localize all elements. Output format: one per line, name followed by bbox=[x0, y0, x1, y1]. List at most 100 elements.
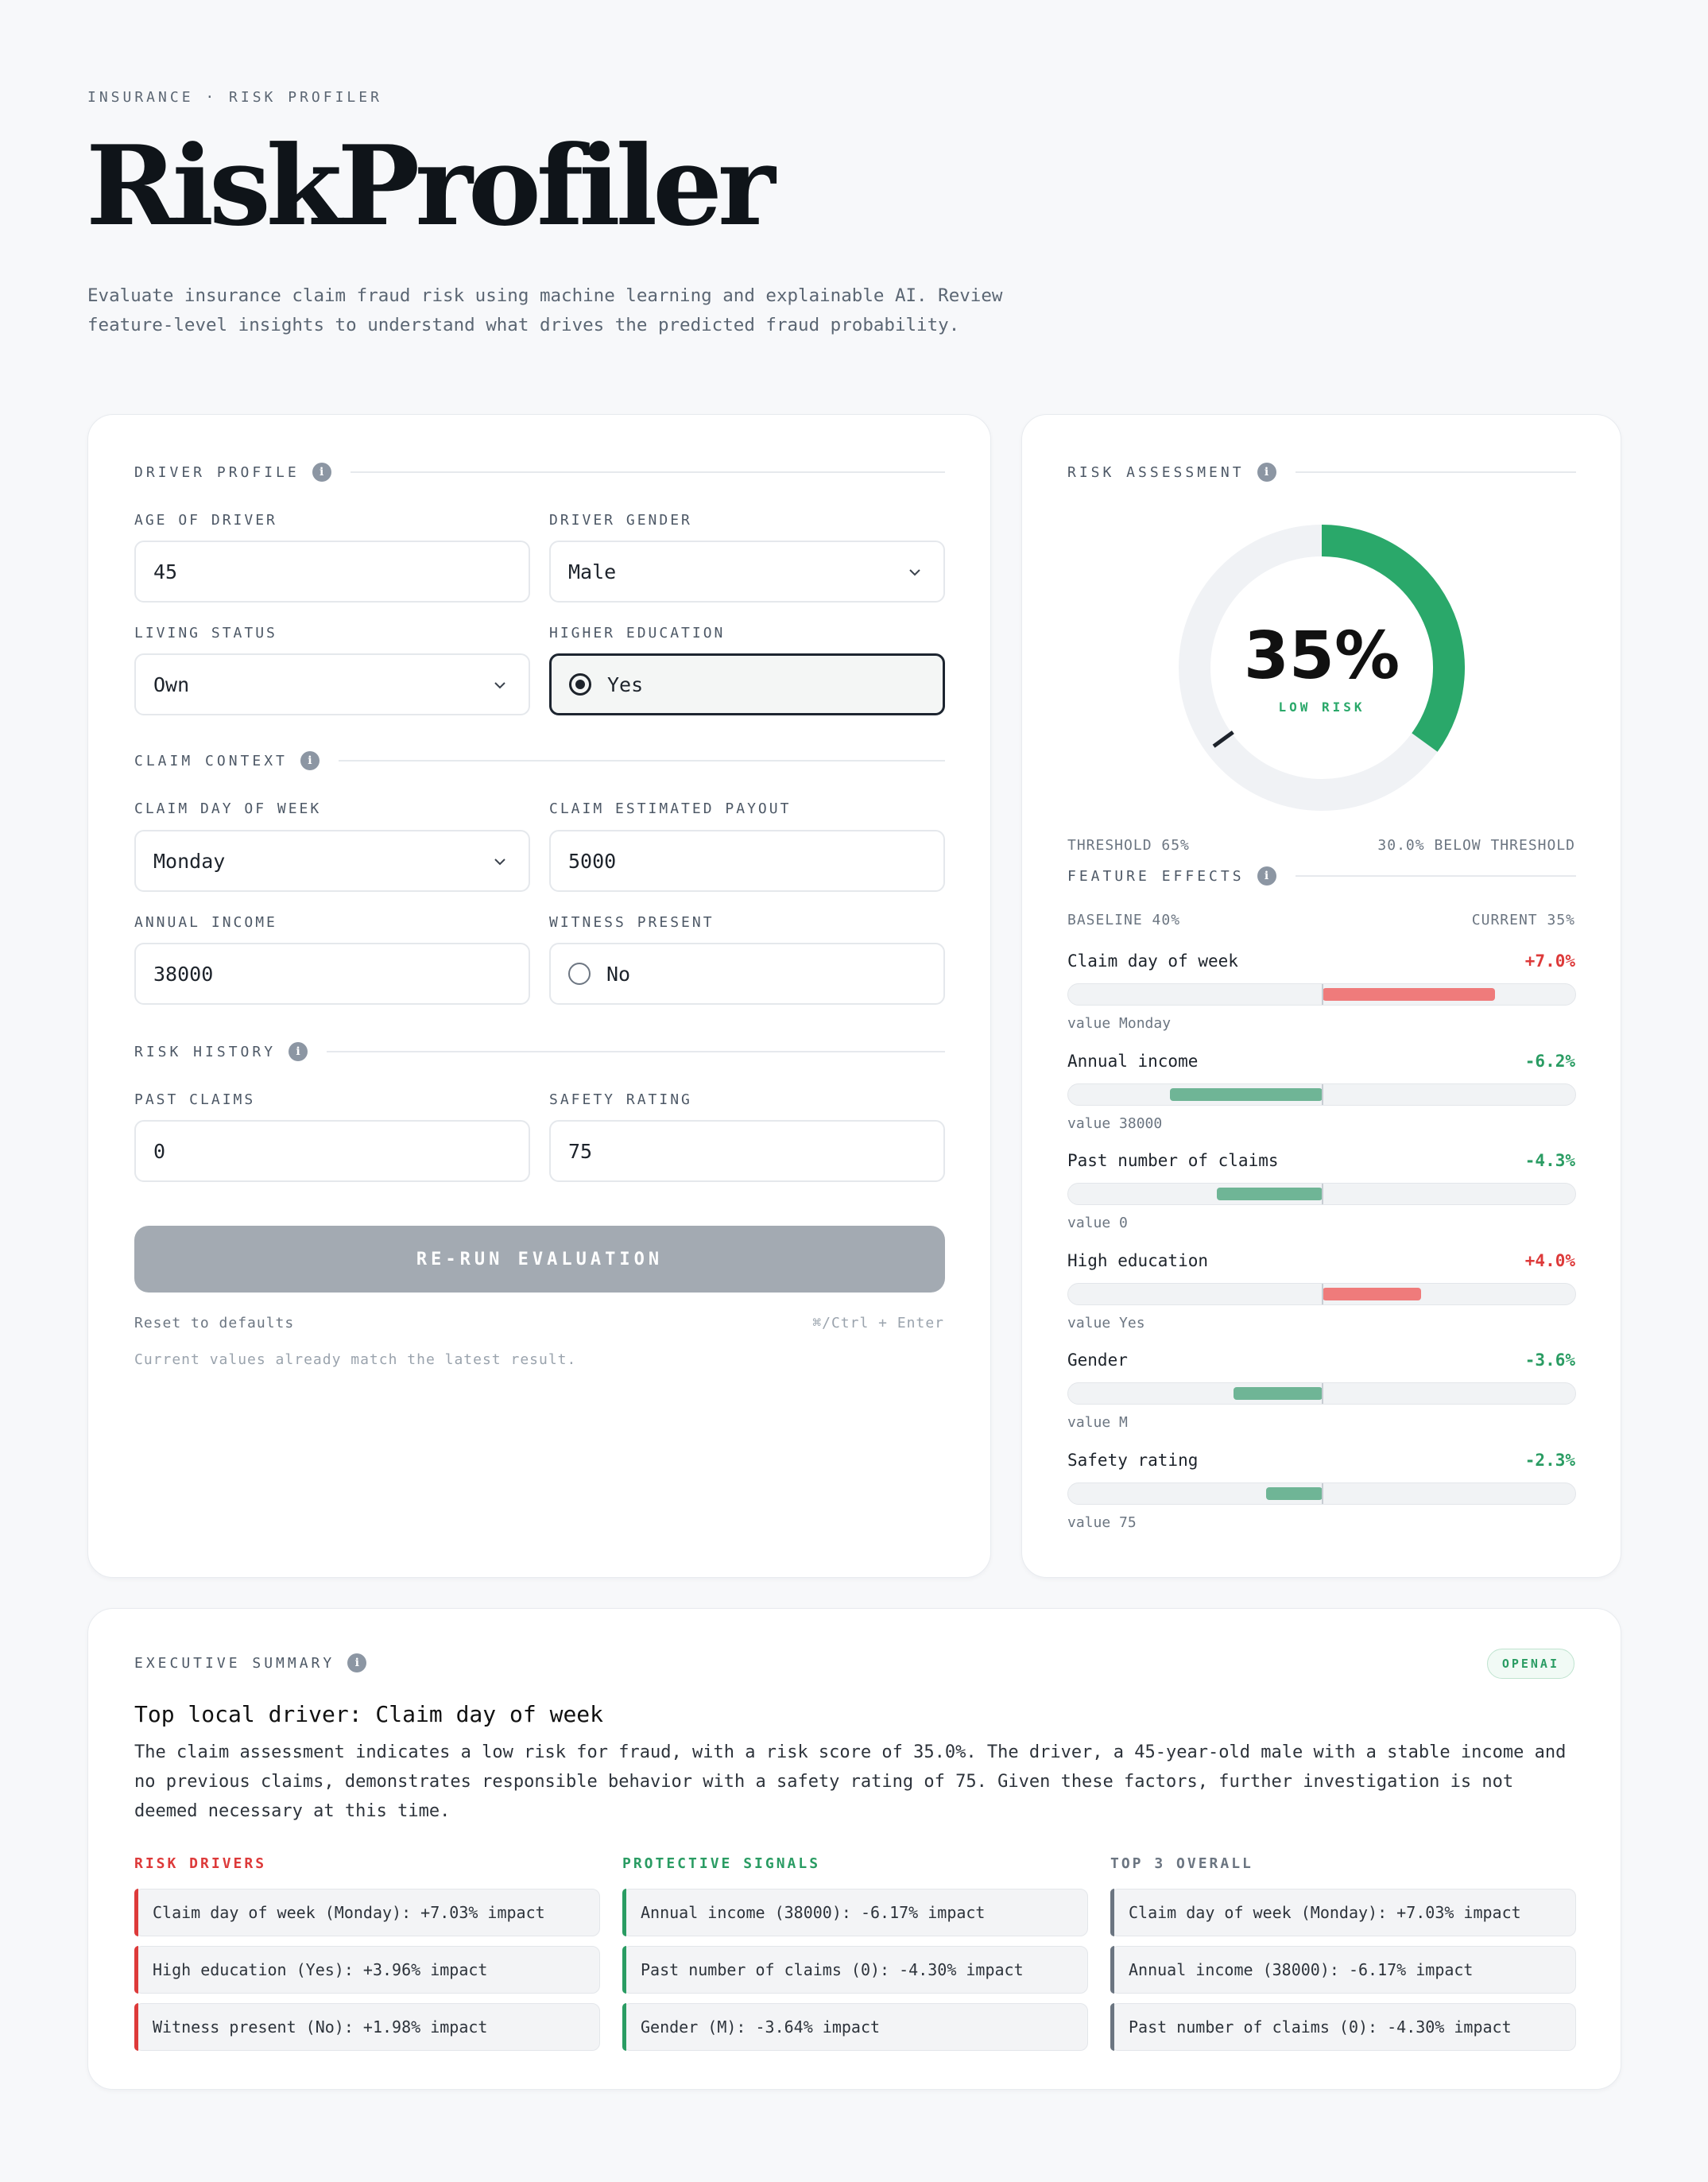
feature-name: Safety rating bbox=[1067, 1450, 1199, 1470]
feature-bar-track bbox=[1067, 1482, 1576, 1505]
feature-value: value 0 bbox=[1067, 1215, 1128, 1231]
age-field[interactable] bbox=[134, 541, 530, 603]
income-input[interactable] bbox=[153, 962, 529, 986]
chevron-down-icon bbox=[494, 858, 505, 866]
page-title: RiskProfiler bbox=[86, 121, 776, 250]
gauge-score-arc bbox=[1321, 525, 1465, 752]
rerun-evaluation-button[interactable]: RE-RUN EVALUATION bbox=[134, 1226, 945, 1293]
section-title: RISK HISTORY bbox=[134, 1043, 277, 1060]
safety-input[interactable] bbox=[568, 1139, 943, 1163]
risk-level: LOW RISK bbox=[1278, 700, 1365, 715]
radio-checked-icon[interactable] bbox=[569, 673, 591, 696]
payout-input[interactable] bbox=[568, 849, 943, 873]
feature-bar bbox=[1265, 1486, 1323, 1500]
gauge-chart bbox=[1179, 525, 1465, 811]
baseline-label: BASELINE 40% bbox=[1067, 912, 1181, 928]
section-title: DRIVER PROFILE bbox=[134, 463, 300, 481]
risk-assessment-card: RISK ASSESSMENT i 35% LOW RISK THRESHOLD… bbox=[1021, 414, 1621, 1578]
section-title: EXECUTIVE SUMMARY bbox=[134, 1654, 335, 1672]
feature-bar-baseline bbox=[1322, 984, 1323, 1005]
feature-name: Gender bbox=[1067, 1351, 1128, 1370]
education-toggle[interactable]: Yes bbox=[549, 653, 945, 715]
summary-title: Top local driver: Claim day of week bbox=[134, 1701, 604, 1727]
feature-value: value M bbox=[1067, 1414, 1128, 1431]
feature-bar-baseline bbox=[1322, 1184, 1323, 1204]
payout-label: CLAIM ESTIMATED PAYOUT bbox=[549, 800, 792, 817]
feature-bar bbox=[1323, 988, 1495, 1001]
threshold-delta: 30.0% BELOW THRESHOLD bbox=[1377, 837, 1575, 854]
feature-effects-heading: FEATURE EFFECTS i bbox=[1067, 866, 1576, 886]
summary-chip: High education (Yes): +3.96% impact bbox=[134, 1946, 600, 1994]
feature-bar-track bbox=[1067, 1382, 1576, 1405]
payout-field[interactable] bbox=[549, 830, 945, 892]
claim-day-select[interactable]: Monday bbox=[134, 830, 530, 892]
page-description: Evaluate insurance claim fraud risk usin… bbox=[87, 285, 1003, 335]
feature-bar bbox=[1169, 1087, 1323, 1101]
witness-toggle[interactable]: No bbox=[549, 943, 945, 1005]
summary-column-heading: TOP 3 OVERALL bbox=[1110, 1855, 1253, 1872]
status-hint: Current values already match the latest … bbox=[134, 1351, 577, 1368]
provider-badge: OPENAI bbox=[1486, 1649, 1574, 1679]
feature-name: Past number of claims bbox=[1067, 1151, 1279, 1170]
living-status-select[interactable]: Own bbox=[134, 653, 530, 715]
summary-chip: Past number of claims (0): -4.30% impact bbox=[1110, 2003, 1576, 2051]
feature-impact: -3.6% bbox=[1524, 1351, 1575, 1370]
info-icon[interactable]: i bbox=[312, 463, 331, 482]
claim-day-label: CLAIM DAY OF WEEK bbox=[134, 800, 322, 817]
education-label: HIGHER EDUCATION bbox=[549, 625, 726, 641]
feature-value: value Monday bbox=[1067, 1015, 1172, 1032]
section-title: RISK ASSESSMENT bbox=[1067, 463, 1245, 481]
summary-chip: Claim day of week (Monday): +7.03% impac… bbox=[1110, 1889, 1576, 1936]
feature-bar-baseline bbox=[1322, 1283, 1323, 1304]
summary-column-heading: PROTECTIVE SIGNALS bbox=[622, 1855, 821, 1872]
witness-label: WITNESS PRESENT bbox=[549, 914, 715, 931]
threshold-label: THRESHOLD 65% bbox=[1067, 837, 1190, 854]
feature-name: Annual income bbox=[1067, 1051, 1199, 1071]
feature-value: value Yes bbox=[1067, 1314, 1145, 1331]
feature-bar-track bbox=[1067, 1282, 1576, 1305]
section-title: CLAIM CONTEXT bbox=[134, 752, 288, 769]
feature-impact: -2.3% bbox=[1524, 1450, 1575, 1470]
feature-bar-baseline bbox=[1322, 1083, 1323, 1105]
living-status-value: Own bbox=[153, 672, 190, 696]
income-field[interactable] bbox=[134, 943, 530, 1005]
executive-summary-heading: EXECUTIVE SUMMARY i bbox=[134, 1653, 367, 1672]
current-label: CURRENT 35% bbox=[1471, 912, 1575, 928]
info-icon[interactable]: i bbox=[1257, 463, 1276, 482]
info-icon[interactable]: i bbox=[347, 1653, 367, 1672]
executive-summary-card: EXECUTIVE SUMMARY i OPENAI Top local dri… bbox=[87, 1608, 1621, 2090]
threshold-marker bbox=[1212, 731, 1234, 748]
divider bbox=[1295, 875, 1576, 877]
gender-label: DRIVER GENDER bbox=[549, 512, 692, 529]
divider bbox=[350, 471, 945, 473]
income-label: ANNUAL INCOME bbox=[134, 914, 277, 931]
reset-defaults-link[interactable]: Reset to defaults bbox=[134, 1315, 295, 1331]
gender-value: Male bbox=[568, 560, 617, 583]
info-icon[interactable]: i bbox=[300, 751, 320, 770]
keyboard-shortcut: ⌘/Ctrl + Enter bbox=[812, 1315, 944, 1331]
witness-value: No bbox=[606, 962, 631, 986]
info-icon[interactable]: i bbox=[289, 1042, 308, 1061]
past-claims-field[interactable] bbox=[134, 1120, 530, 1182]
divider bbox=[338, 760, 945, 762]
eyebrow: INSURANCE · RISK PROFILER bbox=[87, 89, 382, 106]
safety-field[interactable] bbox=[549, 1120, 945, 1182]
info-icon[interactable]: i bbox=[1257, 866, 1276, 886]
summary-chip: Witness present (No): +1.98% impact bbox=[134, 2003, 600, 2051]
risk-score: 35% bbox=[1243, 618, 1400, 694]
gender-select[interactable]: Male bbox=[549, 541, 945, 603]
education-value: Yes bbox=[607, 672, 644, 696]
feature-value: value 75 bbox=[1067, 1513, 1137, 1531]
age-input[interactable] bbox=[153, 560, 529, 583]
feature-impact: +4.0% bbox=[1524, 1250, 1575, 1270]
past-claims-input[interactable] bbox=[153, 1139, 529, 1163]
radio-unchecked-icon[interactable] bbox=[568, 963, 591, 985]
feature-bar-track bbox=[1067, 1083, 1576, 1106]
risk-assessment-heading: RISK ASSESSMENT i bbox=[1067, 463, 1576, 482]
divider bbox=[327, 1051, 945, 1052]
feature-name: High education bbox=[1067, 1250, 1209, 1270]
summary-chip: Gender (M): -3.64% impact bbox=[622, 2003, 1088, 2051]
risk-gauge: 35% LOW RISK bbox=[1179, 525, 1465, 811]
past-claims-label: PAST CLAIMS bbox=[134, 1091, 256, 1108]
feature-bar-track bbox=[1067, 1183, 1576, 1205]
